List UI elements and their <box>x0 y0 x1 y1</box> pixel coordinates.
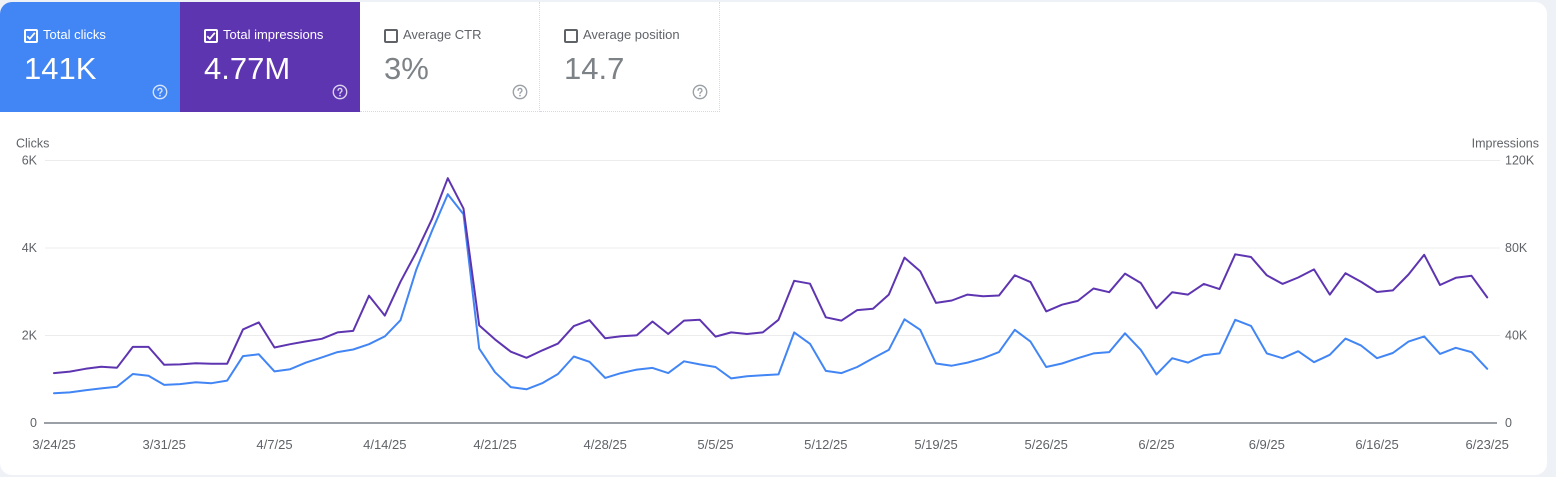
svg-text:6/16/25: 6/16/25 <box>1355 437 1398 452</box>
svg-text:5/12/25: 5/12/25 <box>804 437 847 452</box>
svg-text:4/21/25: 4/21/25 <box>473 437 516 452</box>
svg-text:80K: 80K <box>1505 241 1528 255</box>
svg-text:5/19/25: 5/19/25 <box>914 437 957 452</box>
svg-text:6/23/25: 6/23/25 <box>1466 437 1509 452</box>
svg-text:4K: 4K <box>22 241 38 255</box>
svg-text:120K: 120K <box>1505 154 1535 168</box>
svg-text:0: 0 <box>1505 416 1512 430</box>
svg-text:5/26/25: 5/26/25 <box>1025 437 1068 452</box>
svg-text:0: 0 <box>30 416 37 430</box>
svg-text:4/7/25: 4/7/25 <box>256 437 292 452</box>
svg-text:6/2/25: 6/2/25 <box>1138 437 1174 452</box>
svg-text:4/28/25: 4/28/25 <box>584 437 627 452</box>
svg-text:40K: 40K <box>1505 329 1528 343</box>
svg-text:4/14/25: 4/14/25 <box>363 437 406 452</box>
svg-text:5/5/25: 5/5/25 <box>697 437 733 452</box>
svg-text:3/31/25: 3/31/25 <box>143 437 186 452</box>
svg-text:3/24/25: 3/24/25 <box>32 437 75 452</box>
svg-text:2K: 2K <box>22 329 38 343</box>
svg-text:6/9/25: 6/9/25 <box>1249 437 1285 452</box>
svg-text:Impressions: Impressions <box>1472 137 1539 151</box>
svg-text:6K: 6K <box>22 154 38 168</box>
svg-text:Clicks: Clicks <box>16 137 49 151</box>
